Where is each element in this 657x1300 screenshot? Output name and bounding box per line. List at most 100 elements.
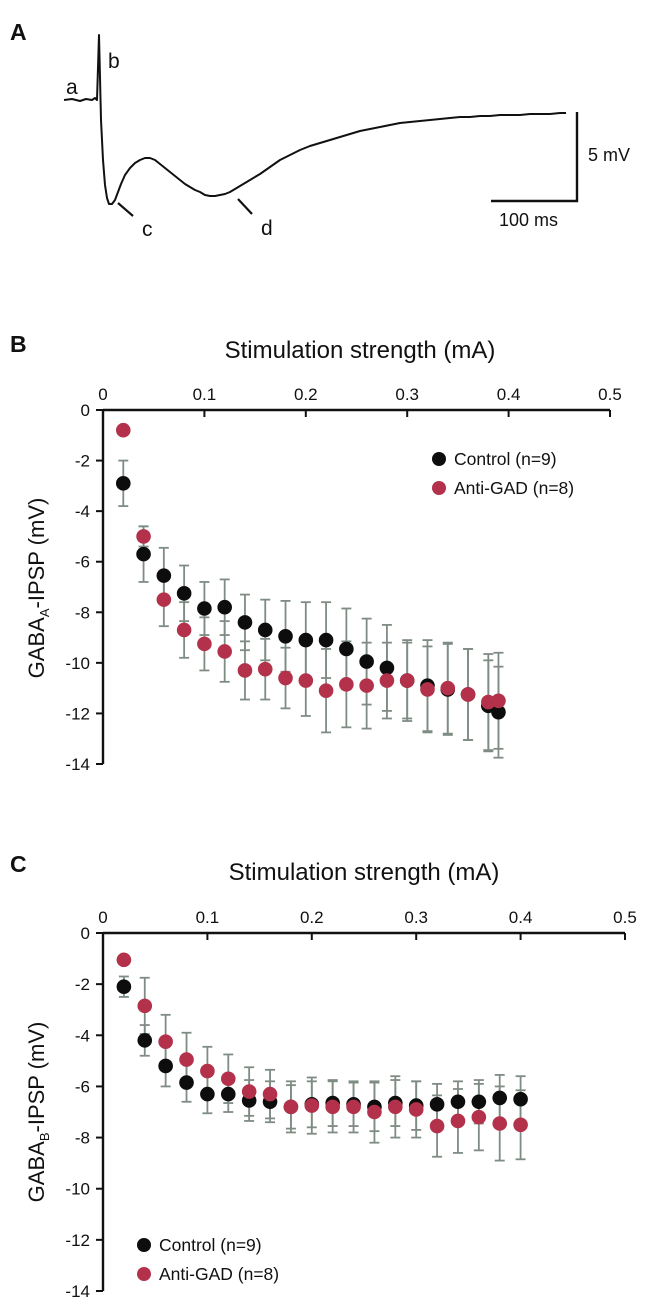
panel-c-control-point: [492, 1090, 508, 1106]
panel-c-y-tick-label: -14: [65, 1282, 90, 1300]
panel-b-legend-control-label: Control (n=9): [454, 449, 557, 469]
panel-b-control-point: [136, 546, 151, 562]
panel-c-y-tick-label: -2: [75, 975, 90, 994]
panel-c-control-point: [220, 1086, 236, 1102]
panel-a-letter: A: [10, 19, 27, 45]
panel-c-legend-antigad-marker: [137, 1267, 151, 1281]
panel-c-error-bars: [118, 975, 526, 1162]
panel-b-antigad-point: [399, 673, 415, 688]
panel-b-control-point: [318, 632, 334, 648]
panel-c-y-tick-labels: 0 -2 -4 -6 -8 -10 -12 -14: [65, 924, 90, 1300]
panel-c-y-tick-label: -6: [75, 1077, 90, 1096]
panel-b-y-tick-label: 0: [81, 401, 90, 420]
panel-b-antigad-point: [257, 661, 273, 677]
panel-b-x-tick-label: 0.2: [294, 385, 318, 404]
panel-c-legend-control-label: Control (n=9): [159, 1235, 262, 1255]
panel-c-antigad-point: [450, 1113, 466, 1129]
panel-c-x-tick-labels: 0 0.1 0.2 0.3 0.4 0.5: [98, 908, 637, 927]
panel-b-legend: Control (n=9) Anti-GAD (n=8): [432, 449, 574, 498]
panel-c-control-point: [116, 979, 132, 994]
panel-b-control-point: [156, 568, 172, 583]
panel-b-antigad-point: [460, 687, 476, 702]
label-a: a: [66, 76, 78, 99]
panel-b-error-bars: [118, 459, 504, 759]
panel-c-antigad-point: [408, 1102, 424, 1117]
panel-c-antigad-point: [116, 952, 132, 968]
panel-b-antigad-point: [318, 683, 334, 698]
panel-c-x-axis-title: Stimulation strength (mA): [229, 859, 500, 886]
panel-b-legend-control-marker: [432, 452, 446, 466]
panel-b-antigad-point: [298, 673, 314, 688]
panel-b-control-point: [491, 704, 506, 720]
panel-b-x-tick-labels: 0 0.1 0.2 0.3 0.4 0.5: [98, 385, 622, 404]
panel-a: A a b c d 5 mV 100 ms: [10, 19, 630, 241]
panel-c-antigad-point: [220, 1071, 236, 1087]
panel-b-antigad-point: [217, 644, 232, 659]
label-c-pointer: [117, 202, 134, 217]
panel-c-legend-control-marker: [137, 1238, 151, 1252]
panel-b-antigad-point: [379, 673, 395, 688]
panel-c-antigad-point: [367, 1104, 382, 1120]
panel-b-y-tick-label: -12: [65, 704, 90, 723]
label-c: c: [142, 218, 153, 241]
panel-c-y-tick-label: -8: [75, 1129, 90, 1148]
panel-c-y-title-main: GABA: [24, 1141, 49, 1202]
panel-c-axes: [96, 931, 626, 1292]
panel-b-y-tick-label: -6: [75, 553, 90, 572]
panel-b-antigad-point: [278, 670, 293, 686]
panel-b-y-title-sub: A: [37, 608, 52, 617]
panel-b-control-point: [359, 654, 374, 669]
panel-b-antigad-point: [176, 622, 192, 638]
panel-c-antigad-point: [179, 1052, 194, 1067]
panel-c-control-point: [137, 1033, 153, 1048]
panel-b-x-axis-title: Stimulation strength (mA): [225, 337, 496, 364]
panel-b-letter: B: [10, 331, 27, 357]
panel-b-y-tick-label: -14: [65, 755, 90, 774]
label-d: d: [261, 217, 273, 240]
panel-c-legend: Control (n=9) Anti-GAD (n=8): [137, 1235, 279, 1284]
panel-c-x-tick-label: 0.1: [196, 908, 220, 927]
panel-c-antigad-point: [200, 1063, 215, 1079]
panel-c-antigad-point: [429, 1118, 445, 1134]
panel-c-points: [116, 952, 528, 1134]
panel-b-antigad-point: [420, 682, 435, 697]
panel-c-control-point: [158, 1058, 173, 1074]
panel-b-y-tick-label: -8: [75, 603, 90, 622]
panel-b: B Stimulation strength (mA) 0 0.1 0.2 0.3 0.…: [10, 331, 622, 774]
panel-c-y-tick-label: -10: [65, 1180, 90, 1199]
panel-c-control-point: [450, 1094, 466, 1110]
panel-b-antigad-point: [136, 529, 151, 544]
panel-b-y-tick-label: -10: [65, 654, 90, 673]
panel-c-y-title-rest: -IPSP (mV): [24, 1022, 49, 1133]
panel-b-control-point: [176, 586, 192, 601]
panel-b-y-tick-label: -4: [75, 502, 90, 521]
panel-b-points: [115, 422, 506, 720]
panel-c-x-tick-label: 0.4: [509, 908, 533, 927]
panel-b-x-tick-label: 0: [98, 385, 107, 404]
panel-c-antigad-point: [283, 1099, 299, 1115]
panel-c-y-title-sub: B: [37, 1133, 52, 1142]
panel-c-x-tick-label: 0.5: [613, 908, 637, 927]
panel-b-control-point: [257, 622, 273, 638]
scale-bar: [491, 112, 579, 203]
panel-c-antigad-point: [158, 1034, 173, 1049]
panel-b-control-point: [298, 632, 314, 648]
panel-c-antigad-point: [346, 1099, 361, 1115]
panel-b-control-point: [379, 660, 395, 676]
label-d-pointer: [237, 198, 253, 215]
panel-b-control-point: [217, 599, 232, 615]
panel-b-x-tick-label: 0.5: [598, 385, 622, 404]
panel-b-antigad-point: [156, 592, 172, 607]
panel-c-antigad-point: [262, 1086, 278, 1102]
panel-c-antigad-point: [471, 1109, 487, 1125]
panel-b-antigad-point: [115, 422, 131, 438]
panel-b-axes: [96, 408, 611, 765]
panel-c-antigad-point: [137, 998, 153, 1014]
panel-b-antigad-point: [237, 663, 253, 678]
panel-b-antigad-point: [440, 680, 456, 696]
panel-c-antigad-point: [325, 1099, 340, 1115]
panel-b-antigad-point: [359, 678, 374, 693]
panel-c-antigad-point: [492, 1116, 508, 1131]
panel-b-y-title-main: GABA: [24, 617, 49, 678]
